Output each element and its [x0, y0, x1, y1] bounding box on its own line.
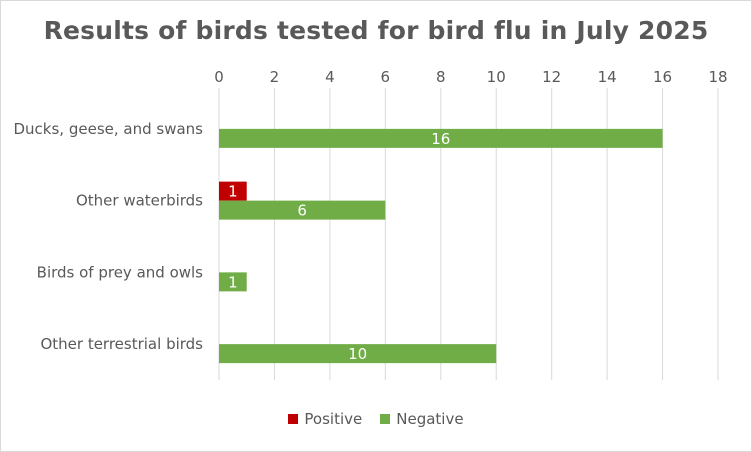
x-tick-label: 18 [708, 68, 727, 86]
data-label: 1 [228, 273, 238, 291]
bar-positive [219, 181, 247, 201]
x-tick-label: 2 [270, 68, 280, 86]
legend-label-positive: Positive [304, 410, 363, 428]
category-label: Other waterbirds [76, 192, 203, 210]
x-tick-label: 16 [653, 68, 672, 86]
bar-negative [219, 344, 497, 364]
data-label: 10 [348, 345, 367, 363]
legend: Positive Negative [0, 410, 752, 428]
x-tick-label: 12 [542, 68, 561, 86]
x-tick-label: 0 [214, 68, 224, 86]
chart-title: Results of birds tested for bird flu in … [43, 16, 709, 45]
bar-negative [219, 200, 386, 220]
legend-swatch-positive [288, 414, 299, 424]
legend-label-negative: Negative [396, 410, 464, 428]
x-tick-label: 4 [325, 68, 335, 86]
x-tick-label: 8 [436, 68, 446, 86]
x-tick-label: 10 [487, 68, 506, 86]
bar-negative [219, 128, 663, 148]
x-tick-label: 6 [381, 68, 391, 86]
legend-item-positive: Positive [288, 410, 362, 428]
x-tick-label: 14 [598, 68, 617, 86]
category-label: Other terrestrial birds [40, 335, 203, 353]
data-label: 16 [431, 130, 450, 148]
bar-negative [219, 272, 247, 292]
legend-item-negative: Negative [380, 410, 464, 428]
legend-swatch-negative [380, 414, 391, 424]
category-label: Ducks, geese, and swans [14, 120, 204, 138]
category-label: Birds of prey and owls [37, 263, 204, 281]
data-label: 1 [228, 183, 238, 201]
data-label: 6 [297, 202, 307, 220]
